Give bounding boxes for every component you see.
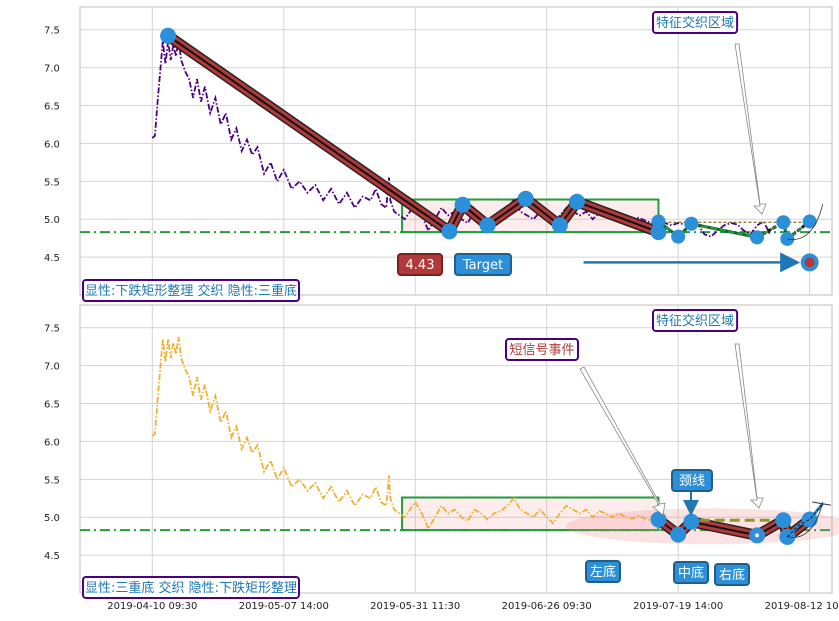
event-pivot: [671, 229, 686, 244]
region-callout-arrow: [734, 343, 764, 509]
y-tick-label: 6.0: [44, 139, 60, 150]
pattern-type-label-box: [82, 576, 300, 599]
region-label-box: [652, 309, 739, 332]
price-series: [151, 336, 659, 531]
target-value-label-box: [397, 253, 443, 276]
pattern-type-label: 显性:三重底 交织 隐性:下跌矩形整理: [85, 580, 297, 596]
projection-curve: [787, 203, 824, 240]
region-label: 特征交织区域: [656, 313, 734, 329]
pattern-type-label-box: [82, 279, 300, 302]
left-bottom-label: 左底: [590, 564, 616, 580]
y-tick-label: 6.0: [44, 437, 60, 448]
right-bottom-label-box: [714, 563, 750, 586]
event-pivot: [651, 214, 666, 229]
y-tick-label: 4.5: [44, 551, 60, 562]
mid-bottom-dot: [755, 533, 760, 538]
y-tick-label: 7.0: [44, 64, 60, 75]
event-label: 短信号事件: [509, 343, 574, 358]
x-tick-label: 2019-04-10 09:30: [107, 601, 197, 612]
neckline-label: 颈线: [679, 474, 705, 489]
event-label-box: [505, 338, 579, 361]
target-label: Target: [462, 258, 503, 273]
pattern-pivot: [683, 513, 700, 530]
event-pivot: [750, 230, 765, 245]
mid-bottom-label: 中底: [678, 565, 704, 581]
breakout-path-core: [786, 503, 824, 538]
pattern-pivot: [568, 193, 585, 210]
pattern-pivot: [479, 217, 496, 234]
right-bottom-label: 右底: [719, 567, 745, 583]
pattern-pivot: [650, 224, 667, 241]
pattern-pivot: [775, 512, 792, 529]
top-panel: 4.5 5.0 5.5 6.0 6.5 7.0 7.5 特征交织区域 4.43 Target 显性:…: [44, 6, 833, 302]
pattern-type-label: 显性:下跌矩形整理 交织 隐性:三重底: [85, 283, 297, 299]
event-pivot: [776, 215, 791, 230]
projection-curve: [787, 501, 824, 538]
pattern-pivot: [517, 190, 534, 207]
event-pivot: [684, 216, 699, 231]
y-tick-label: 5.5: [44, 177, 60, 188]
y-tick-label: 5.0: [44, 513, 60, 524]
left-bottom-label-box: [585, 560, 621, 583]
y-tick-label: 6.5: [44, 400, 60, 411]
x-tick-label: 2019-05-31 11:30: [370, 601, 460, 612]
target-marker-core: [804, 257, 815, 268]
pattern-pivot: [551, 217, 568, 234]
plot-area: [79, 304, 833, 594]
region-label: 特征交织区域: [656, 15, 734, 31]
region-label-box: [652, 11, 739, 34]
y-tick-label: 4.5: [44, 253, 60, 264]
y-tick-label: 5.5: [44, 475, 60, 486]
consolidation-rectangle: [401, 496, 660, 532]
x-tick-label: 2019-05-07 14:00: [239, 601, 329, 612]
y-tick-label: 7.0: [44, 362, 60, 373]
neckline-label-box: [671, 469, 713, 492]
pattern-pivot: [160, 27, 177, 44]
pattern-pivot: [670, 526, 687, 543]
bottom-panel: 4.5 5.0 5.5 6.0 6.5 7.0 7.5 2019-04-10 09:30 201…: [44, 304, 839, 612]
breakout-cap: [812, 501, 831, 506]
y-tick-label: 7.5: [44, 324, 60, 335]
x-tick-label: 2019-08-12 10:00: [765, 601, 839, 612]
y-tick-label: 6.5: [44, 102, 60, 113]
event-callout-arrow: [579, 366, 666, 516]
mid-bottom-label-box: [673, 561, 709, 584]
region-callout-arrow: [734, 43, 767, 215]
pattern-pivot: [454, 196, 471, 213]
target-value-label: 4.43: [406, 258, 435, 273]
y-tick-label: 5.0: [44, 215, 60, 226]
target-label-box: [454, 253, 512, 276]
pattern-pivot: [441, 223, 458, 240]
y-tick-label: 7.5: [44, 26, 60, 37]
x-tick-label: 2019-06-26 09:30: [502, 601, 592, 612]
x-tick-label: 2019-07-19 14:00: [633, 601, 723, 612]
pattern-pivot: [650, 511, 667, 528]
event-pivot: [802, 214, 817, 229]
